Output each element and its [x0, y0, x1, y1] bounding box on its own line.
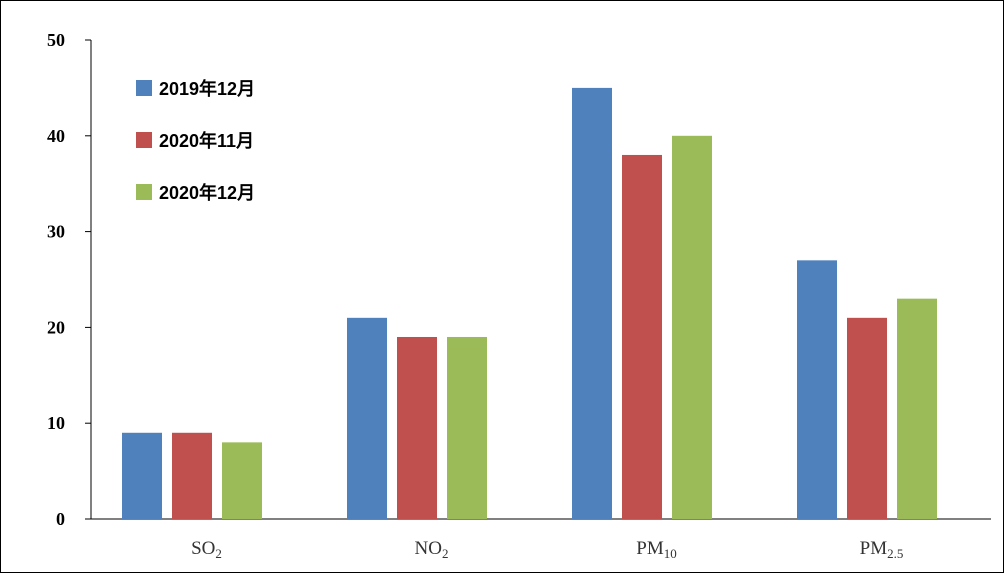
bar [222, 442, 262, 519]
legend-label: 2020年12月 [159, 182, 255, 203]
bar [672, 135, 712, 520]
x-category-label: PM10 [636, 538, 676, 561]
y-tick-label: 30 [47, 222, 65, 242]
x-category-label: NO2 [415, 538, 449, 561]
bar [797, 260, 837, 519]
bar [447, 336, 487, 519]
legend-label: 2020年11月 [159, 130, 254, 151]
bar [622, 154, 662, 519]
legend-swatch [136, 132, 152, 148]
y-tick-label: 0 [56, 509, 65, 529]
y-tick-label: 40 [47, 126, 65, 146]
bar [172, 432, 212, 519]
bar [122, 432, 162, 519]
x-category-label: PM2.5 [860, 538, 904, 561]
bar [572, 87, 612, 520]
y-tick-label: 10 [47, 413, 65, 433]
legend-label: 2019年12月 [159, 78, 255, 99]
bar [347, 317, 387, 519]
y-tick-label: 20 [47, 317, 65, 337]
y-tick-label: 50 [47, 30, 65, 50]
bar [397, 336, 437, 519]
x-category-label: SO2 [191, 538, 222, 561]
bar [897, 298, 937, 519]
legend-swatch [136, 80, 152, 96]
legend-swatch [136, 184, 152, 200]
bar [847, 317, 887, 519]
